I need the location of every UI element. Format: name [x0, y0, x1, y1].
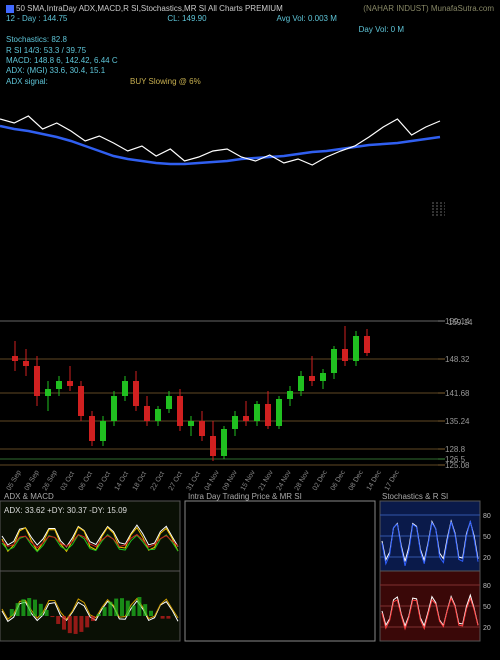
svg-text:80: 80 — [483, 583, 491, 590]
svg-text:20: 20 — [483, 555, 491, 562]
svg-text:09 Sep: 09 Sep — [24, 469, 41, 492]
svg-text:22 Oct: 22 Oct — [150, 471, 166, 492]
svg-text:80: 80 — [483, 513, 491, 520]
rsi-value: R SI 14/3: 53.3 / 39.75 — [6, 46, 494, 56]
svg-text:50: 50 — [483, 604, 491, 611]
svg-text:09 Nov: 09 Nov — [222, 469, 239, 492]
stochastics-value: Stochastics: 82.8 — [6, 35, 494, 45]
svg-text:ADX: 33.62 +DY: 30.37 -DY: 15: ADX: 33.62 +DY: 30.37 -DY: 15.09 — [4, 506, 128, 515]
svg-text:141.68: 141.68 — [445, 389, 470, 398]
svg-text:26 Sep: 26 Sep — [42, 469, 59, 492]
svg-text:20: 20 — [483, 625, 491, 632]
svg-text:14 Oct: 14 Oct — [114, 471, 130, 492]
svg-text:21 Nov: 21 Nov — [258, 469, 275, 492]
svg-text:28 Nov: 28 Nov — [294, 469, 311, 492]
svg-text:50: 50 — [483, 534, 491, 541]
day-vol: Day Vol: 0 M — [359, 25, 404, 35]
svg-text:ADX & MACD: ADX & MACD — [4, 492, 54, 501]
svg-text:18 Oct: 18 Oct — [132, 471, 148, 492]
adx-signal-value: BUY Slowing @ 6% — [130, 77, 201, 86]
adx-signal-label: ADX signal: — [6, 77, 48, 86]
svg-text:159.14: 159.14 — [448, 318, 473, 327]
svg-text:08 Dec: 08 Dec — [348, 469, 365, 492]
legend-left: 50 SMA,IntraDay ADX,MACD,R SI,Stochastic… — [6, 4, 283, 14]
svg-text:14 Dec: 14 Dec — [366, 469, 383, 492]
svg-text:06 Oct: 06 Oct — [78, 471, 94, 492]
svg-text:148.32: 148.32 — [445, 355, 470, 364]
svg-text:02 Dec: 02 Dec — [312, 469, 329, 492]
adx-value: ADX: (MGI) 33.6, 30.4, 15.1 — [6, 66, 494, 76]
svg-text:Stochastics & R SI: Stochastics & R SI — [382, 492, 448, 501]
svg-text:135.24: 135.24 — [445, 417, 470, 426]
svg-text:15 Nov: 15 Nov — [240, 469, 257, 492]
svg-text:24 Nov: 24 Nov — [276, 469, 293, 492]
svg-text:03 Oct: 03 Oct — [60, 471, 76, 492]
svg-text:31 Oct: 31 Oct — [186, 471, 202, 492]
day-range: 12 - Day : 144.75 — [6, 14, 67, 24]
avg-vol: Avg Vol: 0.003 M — [277, 14, 337, 24]
svg-text:125.08: 125.08 — [445, 461, 470, 470]
svg-text:27 Oct: 27 Oct — [168, 471, 184, 492]
chart-header: 50 SMA,IntraDay ADX,MACD,R SI,Stochastic… — [0, 0, 500, 91]
chart-app: 50 SMA,IntraDay ADX,MACD,R SI,Stochastic… — [0, 0, 500, 660]
chart-canvas: 148.32141.68135.24128.8126.5125.08159.14… — [0, 91, 500, 651]
svg-text:128.8: 128.8 — [445, 445, 466, 454]
svg-text:10 Oct: 10 Oct — [96, 471, 112, 492]
svg-text:17 Dec: 17 Dec — [384, 469, 401, 492]
svg-text:05 Sep: 05 Sep — [6, 469, 23, 492]
legend-right: (NAHAR INDUST) MunafaSutra.com — [363, 4, 494, 14]
macd-value: MACD: 148.8 6, 142.42, 6.44 C — [6, 56, 494, 66]
svg-text:04 Nov: 04 Nov — [204, 469, 221, 492]
close-price: CL: 149.90 — [167, 14, 206, 24]
svg-text:Intra Day Trading Price & MR: Intra Day Trading Price & MR SI — [188, 492, 302, 501]
svg-text:06 Dec: 06 Dec — [330, 469, 347, 492]
